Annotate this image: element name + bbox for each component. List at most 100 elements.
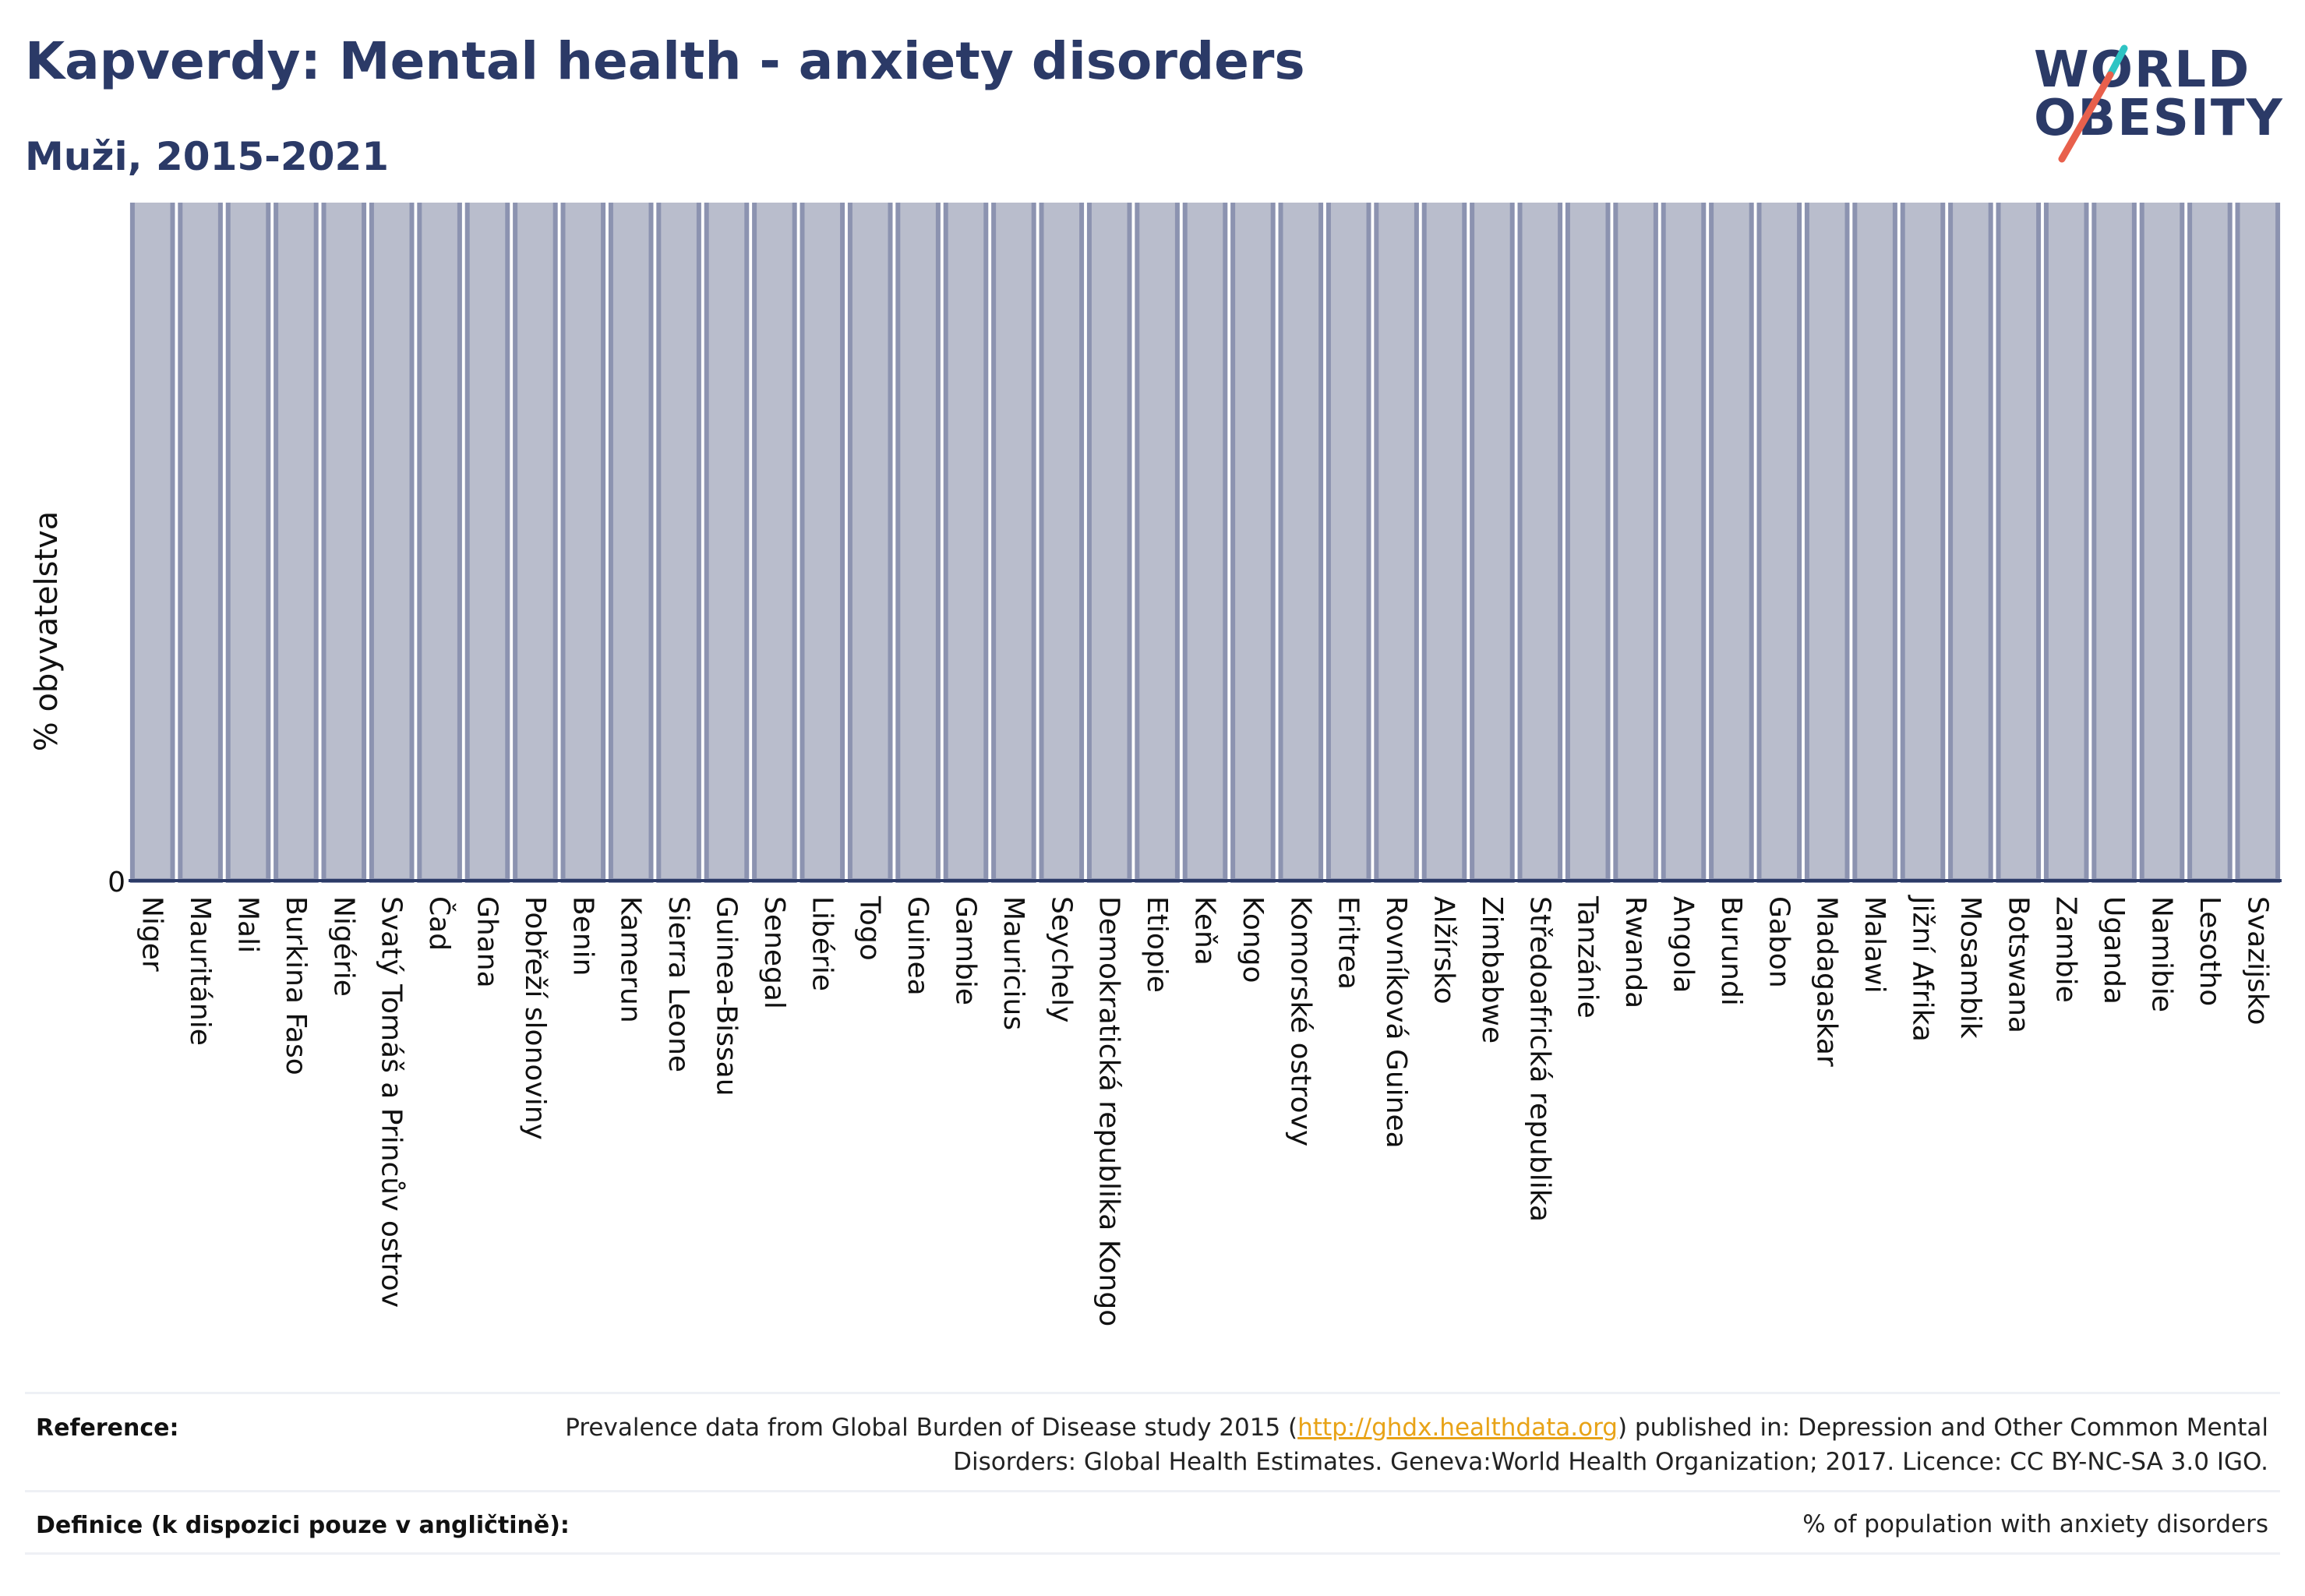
bar — [1517, 203, 1563, 883]
x-tick-label: Mauricius — [997, 896, 1029, 1030]
bar — [1135, 203, 1180, 883]
chart-title: Kapverdy: Mental health - anxiety disord… — [25, 31, 1305, 91]
bar — [1374, 203, 1419, 883]
x-tick-label: Rovníková Guinea — [1380, 896, 1412, 1149]
x-tick-label: Burundi — [1715, 896, 1747, 1006]
reference-text-after: ) published in: Depression and Other Com… — [953, 1414, 2268, 1476]
x-tick-label: Tanzánie — [1572, 895, 1604, 1019]
x-tick-label: Malawi — [1858, 896, 1890, 994]
x-tick-label: Kamerun — [615, 896, 647, 1023]
bar — [1996, 203, 2042, 883]
x-tick-label: Komorské ostrovy — [1284, 896, 1316, 1146]
x-tick-label: Mosambik — [1954, 896, 1986, 1039]
chart-subtitle: Muži, 2015-2021 — [25, 134, 390, 179]
x-tick-label: Keňa — [1189, 896, 1221, 966]
bar — [704, 203, 750, 883]
x-tick-label: Angola — [1668, 896, 1700, 993]
bar — [1900, 203, 1946, 883]
x-tick-label: Burkina Faso — [280, 896, 312, 1075]
x-tick-label: Togo — [854, 895, 886, 961]
bar — [847, 203, 893, 883]
x-tick-label: Nigérie — [327, 896, 359, 997]
bar — [1948, 203, 1993, 883]
reference-link[interactable]: http://ghdx.healthdata.org — [1297, 1414, 1618, 1442]
bar — [752, 203, 797, 883]
x-tick-label: Namibie — [2146, 896, 2178, 1012]
bar — [1086, 203, 1132, 883]
bar — [608, 203, 654, 883]
x-tick-label: Lesotho — [2194, 896, 2226, 1006]
x-tick-label: Středoafrická republika — [1523, 896, 1555, 1222]
x-tick-label: Jižní Afrika — [1907, 895, 1939, 1042]
bar — [513, 203, 558, 883]
bar — [943, 203, 989, 883]
x-tick-label: Svazijsko — [2241, 896, 2273, 1025]
bar — [1613, 203, 1658, 883]
x-tick-label: Ghana — [471, 896, 503, 988]
x-tick-label: Senegal — [758, 896, 790, 1009]
bar — [1565, 203, 1611, 883]
bar — [991, 203, 1036, 883]
x-tick-label: Zimbabwe — [1476, 896, 1508, 1043]
bar — [1709, 203, 1754, 883]
reference-text-before: Prevalence data from Global Burden of Di… — [565, 1414, 1298, 1442]
x-tick-label: Čad — [423, 896, 456, 951]
bar — [129, 203, 175, 883]
bar — [895, 203, 941, 883]
x-tick-label: Niger — [136, 896, 168, 972]
bar-chart: 010002000300040005000NigerMauritánieMali… — [108, 203, 2282, 1326]
x-tick-label: Svatý Tomáš a Princův ostrov — [376, 896, 408, 1308]
x-tick-label: Gambie — [950, 896, 982, 1005]
bar — [800, 203, 845, 883]
bar — [1661, 203, 1707, 883]
bar — [2139, 203, 2185, 883]
x-tick-label: Madagaskar — [1811, 896, 1843, 1067]
x-tick-label: Pobřeží slonoviny — [519, 896, 551, 1140]
footer-divider — [25, 1392, 2280, 1394]
bar — [178, 203, 223, 883]
bar — [2043, 203, 2089, 883]
x-tick-label: Eritrea — [1333, 896, 1364, 990]
bar — [417, 203, 462, 883]
bar — [1039, 203, 1085, 883]
bar — [656, 203, 701, 883]
x-tick-label: Demokratická republika Kongo — [1093, 896, 1125, 1326]
bar — [1852, 203, 1897, 883]
x-tick-label: Sierra Leone — [662, 896, 694, 1072]
y-axis-label: % obyvatelstva — [29, 510, 65, 752]
bar — [1421, 203, 1467, 883]
x-tick-label: Uganda — [2098, 896, 2130, 1005]
bar — [1230, 203, 1276, 883]
x-tick-label: Guinea-Bissau — [711, 896, 743, 1096]
x-tick-label: Etiopie — [1141, 896, 1173, 993]
x-tick-label: Kongo — [1237, 896, 1269, 983]
x-tick-label: Libérie — [806, 896, 838, 991]
x-tick-label: Mauritánie — [184, 896, 216, 1046]
bar — [1756, 203, 1802, 883]
x-tick-label: Guinea — [902, 896, 934, 996]
bar — [1182, 203, 1228, 883]
bar — [2091, 203, 2137, 883]
x-tick-label: Gabon — [1763, 896, 1795, 988]
bar — [369, 203, 415, 883]
world-obesity-logo[interactable]: WORLD OBESITY — [2034, 37, 2283, 170]
reference-text: Prevalence data from Global Burden of Di… — [554, 1411, 2268, 1479]
x-tick-label: Rwanda — [1619, 896, 1651, 1008]
footer-divider — [25, 1490, 2280, 1492]
logo-slash-icon — [2058, 44, 2128, 163]
bar — [2187, 203, 2233, 883]
definition-text: % of population with anxiety disorders — [1802, 1510, 2268, 1538]
bar — [1470, 203, 1515, 883]
footer-divider — [25, 1552, 2280, 1555]
y-tick-label: 0 — [108, 867, 125, 899]
bar — [321, 203, 367, 883]
x-tick-label: Seychely — [1045, 896, 1077, 1022]
reference-label: Reference: — [36, 1414, 179, 1442]
logo-text-world: WORLD — [2034, 41, 2251, 99]
bar — [2235, 203, 2281, 883]
x-tick-label: Zambie — [2050, 896, 2082, 1003]
bar — [560, 203, 606, 883]
bar — [464, 203, 510, 883]
x-tick-label: Benin — [567, 896, 598, 976]
bar — [274, 203, 319, 883]
